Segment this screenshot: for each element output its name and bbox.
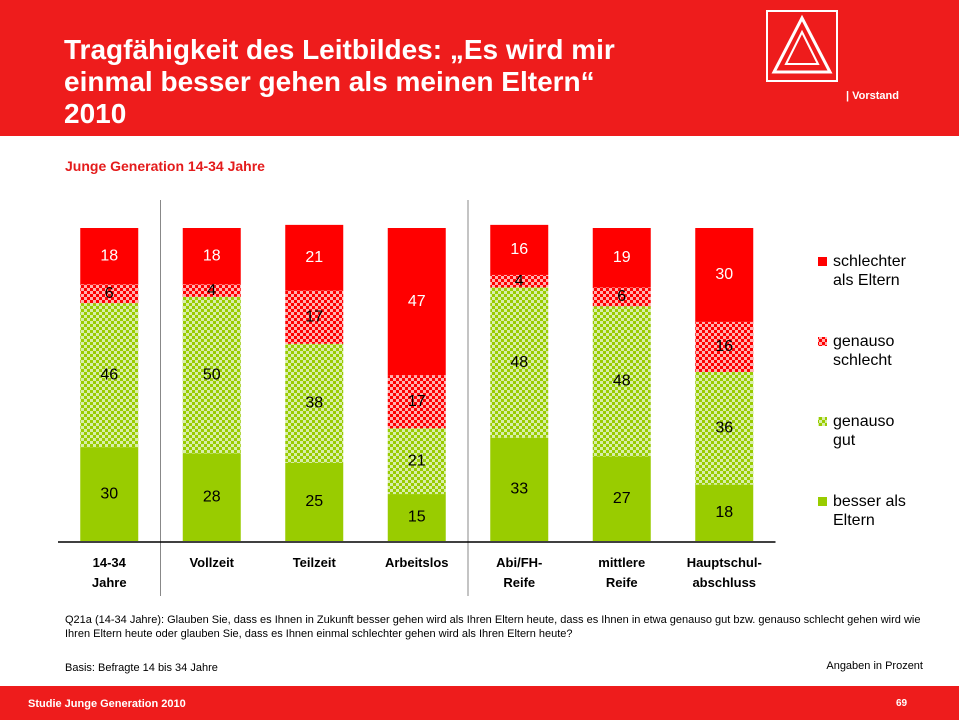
data-label: 50 <box>203 366 221 383</box>
data-label: 46 <box>100 366 118 383</box>
bar-segment <box>80 303 139 448</box>
x-tick-label: Vollzeit <box>189 555 235 570</box>
bar-segment <box>387 375 446 429</box>
legend-swatch <box>818 497 827 506</box>
bar-segment <box>182 228 241 285</box>
bar-segment <box>695 371 754 485</box>
page-number: 69 <box>896 698 908 709</box>
bar-segment <box>490 274 549 288</box>
basis-note: Basis: Befragte 14 bis 34 Jahre <box>65 662 218 674</box>
x-tick-label: Arbeitslos <box>384 555 449 570</box>
legend-label: genauso schlecht <box>833 333 895 369</box>
data-label: 4 <box>207 282 216 299</box>
data-label: 48 <box>510 354 528 371</box>
data-label: 18 <box>715 504 733 521</box>
legend-swatch <box>818 417 827 426</box>
data-label: 16 <box>715 338 733 355</box>
bar-segment <box>490 224 549 275</box>
x-tick-label: mittlere Reife <box>598 555 646 590</box>
data-label: 33 <box>510 481 528 498</box>
data-label: 17 <box>305 308 323 325</box>
bar-segment <box>490 287 549 438</box>
bar-segment <box>285 343 344 463</box>
x-tick-label: 14-34 Jahre <box>91 555 127 590</box>
bar-segment <box>387 228 446 376</box>
footer-text: Studie Junge Generation 2010 <box>28 698 186 710</box>
slide-title: Tragfähigkeit des Leitbildes: „Es wird m… <box>64 34 615 129</box>
bar-segment <box>490 437 549 541</box>
data-label: 4 <box>515 272 524 289</box>
bar-segment <box>80 447 139 541</box>
legend-label: schlechter als Eltern <box>833 253 906 289</box>
x-tick-label: Teilzeit <box>292 555 336 570</box>
bar-segment <box>285 224 344 291</box>
legend-swatch <box>818 257 827 266</box>
data-label: 36 <box>715 420 733 437</box>
bar-segment <box>285 290 344 344</box>
data-label: 48 <box>613 373 631 390</box>
unit-note: Angaben in Prozent <box>826 660 923 672</box>
bar-segment <box>592 306 651 457</box>
data-label: 16 <box>510 241 528 258</box>
bar-segment <box>387 428 446 495</box>
x-tick-label: Abi/FH- Reife <box>496 555 543 590</box>
bar-segment <box>695 484 754 541</box>
bar-segment <box>695 321 754 372</box>
data-label: 28 <box>203 488 221 505</box>
data-label: 47 <box>408 293 426 310</box>
bar-segment <box>592 287 651 307</box>
bar-segment <box>182 284 241 297</box>
data-label: 27 <box>613 490 631 507</box>
data-label: 38 <box>305 394 323 411</box>
bar-segment <box>592 228 651 288</box>
data-label: 18 <box>100 247 118 264</box>
legend-swatch <box>818 337 827 346</box>
data-label: 30 <box>715 266 733 283</box>
x-tick-label: Hauptschul- abschluss <box>686 555 762 590</box>
data-label: 30 <box>100 485 118 502</box>
bar-segment <box>182 453 241 541</box>
org-label: | Vorstand <box>846 90 899 102</box>
chart-subtitle: Junge Generation 14-34 Jahre <box>65 158 265 174</box>
bar-segment <box>695 228 754 322</box>
legend-label: genauso gut <box>833 413 895 449</box>
bar-segment <box>182 296 241 454</box>
bar-segment <box>387 494 446 541</box>
data-label: 19 <box>613 249 631 266</box>
data-label: 25 <box>305 493 323 510</box>
data-label: 6 <box>105 285 114 302</box>
bar-segment <box>80 284 139 304</box>
bar-segment <box>285 462 344 541</box>
question-note: Q21a (14-34 Jahre): Glauben Sie, dass es… <box>65 614 921 640</box>
bar-segment <box>80 228 139 285</box>
data-label: 21 <box>305 249 323 266</box>
data-label: 21 <box>408 452 426 469</box>
legend-label: besser als Eltern <box>833 493 906 529</box>
data-label: 17 <box>408 393 426 410</box>
data-label: 18 <box>203 247 221 264</box>
bar-segment <box>592 456 651 541</box>
data-label: 15 <box>408 509 426 526</box>
logo <box>766 10 838 82</box>
footer-band <box>0 686 959 720</box>
data-label: 6 <box>617 288 626 305</box>
